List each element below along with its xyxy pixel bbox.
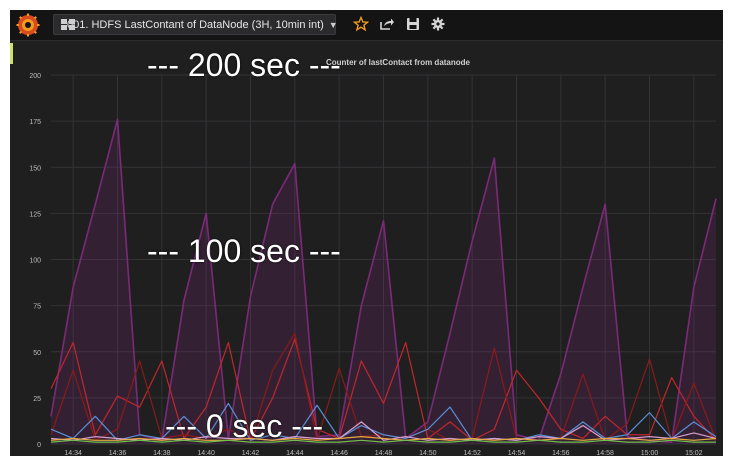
side-accent-bar [10,43,13,64]
top-navbar: 001. HDFS LastContant of DataNode (3H, 1… [10,10,723,41]
x-tick-label: 15:02 [685,450,703,456]
x-tick-label: 14:34 [64,450,82,456]
series-2-line [50,338,717,441]
x-tick-label: 14:42 [242,450,260,456]
annotation-0-sec: --- 0 sec --- [165,408,324,444]
panel-title[interactable]: Counter of lastContact from datanode [325,58,470,67]
x-tick-label: 14:40 [197,450,215,456]
x-tick-label: 14:36 [109,450,127,456]
x-tick-label: 14:44 [286,450,304,456]
gear-icon[interactable] [430,16,446,32]
x-tick-label: 14:50 [419,450,437,456]
graph-panel: 0 25 50 75 100 125 150 175 200 14:34 14:36 14:38 14:… [13,41,723,456]
y-tick-label: 100 [29,258,41,265]
dashboard-picker-button[interactable]: 001. HDFS LastContant of DataNode (3H, 1… [53,14,338,35]
x-tick-label: 14:38 [153,450,171,456]
x-tick-label: 14:46 [330,450,348,456]
y-tick-label: 175 [29,119,41,126]
y-tick-label: 0 [37,442,41,449]
chevron-down-icon: ▼ [328,19,338,30]
dashboard-title: 001. HDFS LastContant of DataNode (3H, 1… [67,18,324,31]
series-1-area [51,119,716,444]
annotation-200-sec: --- 200 sec --- [147,47,341,83]
dashboard-window: 001. HDFS LastContant of DataNode (3H, 1… [10,10,723,456]
annotation-100-sec: --- 100 sec --- [147,233,341,269]
x-tick-label: 14:48 [375,450,393,456]
x-tick-label: 14:52 [463,450,481,456]
share-icon[interactable] [379,16,395,32]
x-tick-label: 15:00 [641,450,659,456]
y-tick-label: 75 [33,304,41,311]
y-tick-label: 25 [33,396,41,403]
x-tick-label: 14:54 [508,450,526,456]
series-7-line [50,439,716,443]
grafana-logo-icon[interactable] [16,13,40,37]
y-tick-label: 200 [29,73,41,80]
series-6-line [50,436,717,441]
y-tick-label: 150 [29,165,41,172]
lastcontact-chart: 0 25 50 75 100 125 150 175 200 14:34 14:36 14:38 14:… [29,73,717,456]
star-icon[interactable] [353,16,369,32]
x-tick-label: 14:56 [552,450,570,456]
y-tick-label: 50 [33,350,41,357]
x-tick-label: 14:58 [596,450,614,456]
panel-title-wrap: Counter of lastContact from datanode [13,52,723,70]
save-icon[interactable] [405,16,421,32]
y-tick-label: 125 [29,211,41,218]
